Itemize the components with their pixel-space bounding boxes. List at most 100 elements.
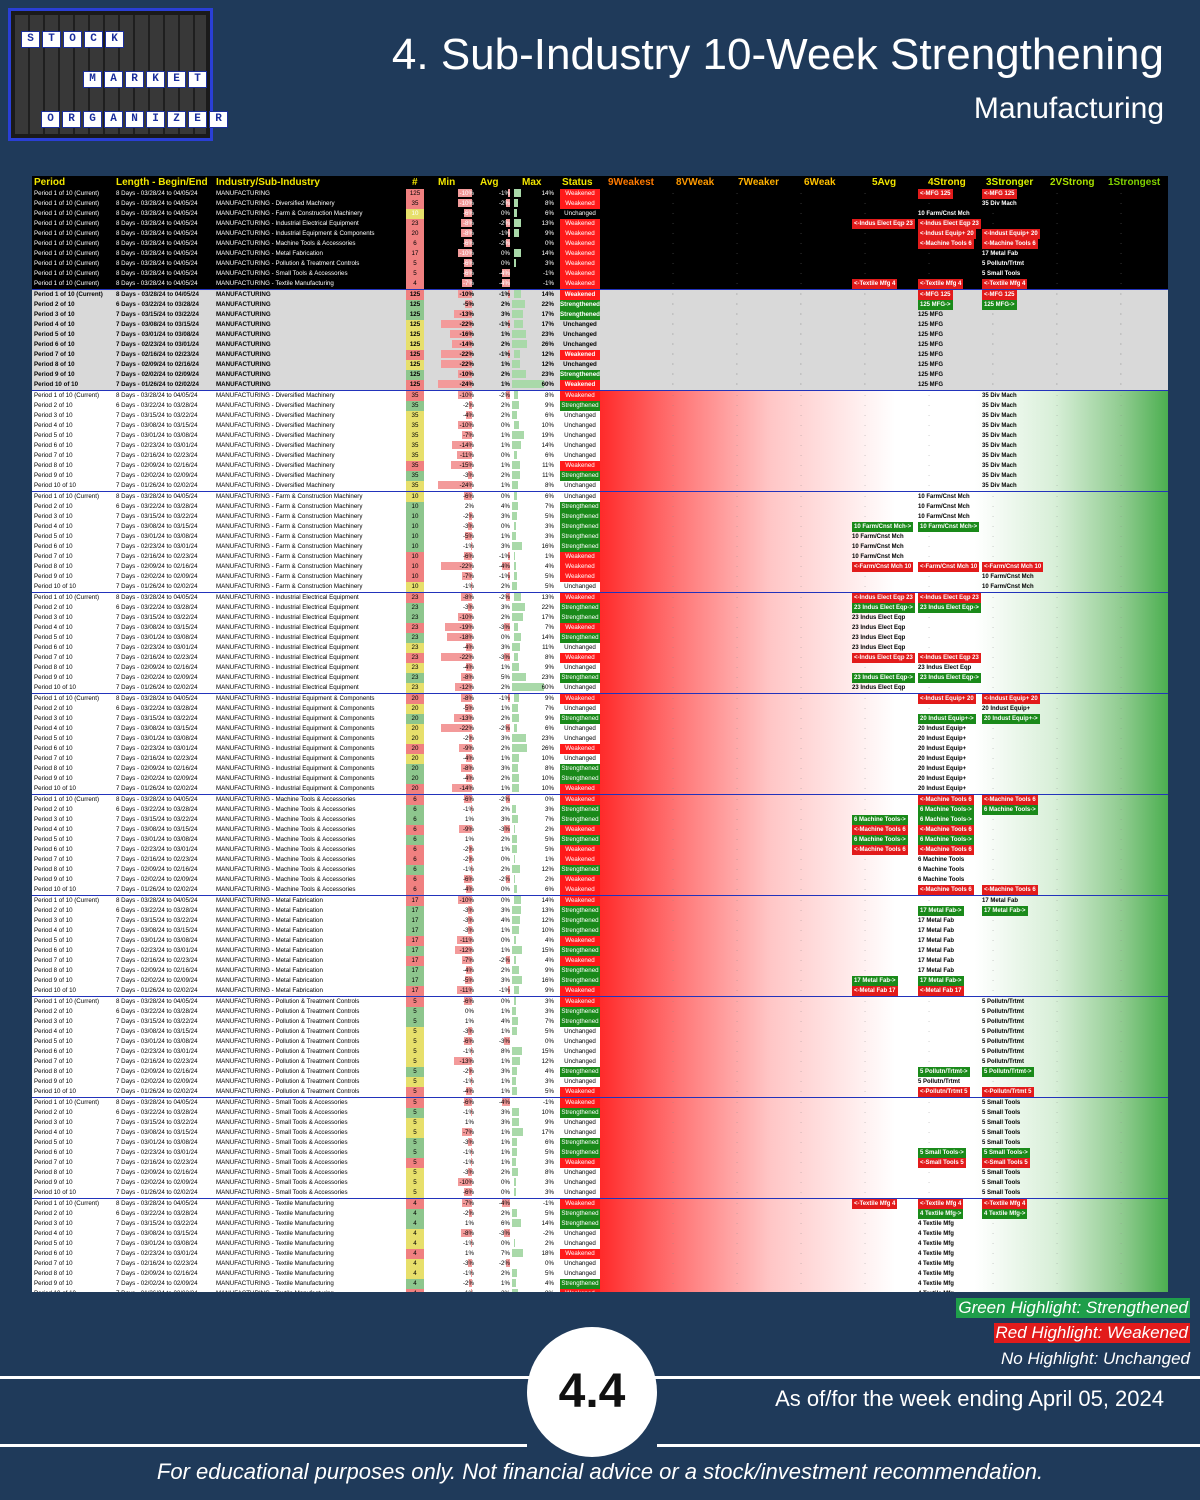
strength-label: 20 Indust Equip+	[918, 756, 967, 762]
row-min: -1%	[462, 543, 474, 550]
dot-marker: ·	[736, 291, 739, 298]
dot-marker: ·	[928, 765, 931, 772]
max-bar	[514, 411, 517, 419]
max-bar	[514, 502, 518, 510]
max-bar	[514, 633, 521, 641]
row-max: 9%	[545, 987, 554, 994]
row-avg: 1%	[501, 755, 510, 762]
dot-marker: ·	[1056, 998, 1059, 1005]
row-industry: MANUFACTURING - Metal Fabrication	[216, 897, 323, 904]
min-bar	[469, 734, 472, 742]
dot-marker: ·	[1120, 866, 1123, 873]
row-min: -3%	[462, 604, 474, 611]
row-avg: 4%	[501, 1018, 510, 1025]
dot-marker: ·	[864, 1169, 867, 1176]
row-industry: MANUFACTURING - Diversified Machinery	[216, 432, 335, 439]
strength-label: <-Machine Tools 6	[982, 239, 1038, 249]
disclaimer: For educational purposes only. Not finan…	[156, 1459, 1044, 1484]
strength-label: 10 Farm/Cnst Mch->	[852, 522, 914, 532]
dot-marker: ·	[928, 331, 931, 338]
dot-marker: ·	[1120, 472, 1123, 479]
row-status: Weakened	[560, 986, 600, 996]
dot-marker: ·	[1120, 301, 1123, 308]
min-bar	[441, 320, 472, 328]
dot-marker: ·	[736, 240, 739, 247]
row-max: 4%	[545, 563, 554, 570]
min-bar	[469, 1067, 472, 1075]
dot-marker: ·	[992, 321, 995, 328]
dot-marker: ·	[800, 1099, 803, 1106]
dot-marker: ·	[672, 503, 675, 510]
max-bar	[514, 421, 519, 429]
dot-marker: ·	[864, 1058, 867, 1065]
row-avg: -2%	[498, 392, 510, 399]
row-length: 7 Days - 01/26/24 to 02/02/24	[116, 684, 198, 691]
row-avg: 0%	[501, 523, 510, 530]
avg-bar	[504, 1229, 510, 1237]
avg-bar	[508, 350, 510, 358]
dot-marker: ·	[1120, 240, 1123, 247]
row-industry: MANUFACTURING - Textile Manufacturing	[216, 1260, 334, 1267]
row-period: Period 7 of 10	[34, 1260, 73, 1267]
dot-marker: ·	[928, 533, 931, 540]
dot-marker: ·	[1120, 937, 1123, 944]
row-period: Period 5 of 10	[34, 937, 73, 944]
table-row: Period 4 of 10 7 Days - 03/08/24 to 03/15…	[32, 522, 1168, 532]
dot-marker: ·	[1120, 785, 1123, 792]
row-max: 3%	[545, 1189, 554, 1196]
dot-marker: ·	[800, 886, 803, 893]
row-length: 7 Days - 03/01/24 to 03/08/24	[116, 735, 198, 742]
page-title: 4. Sub-Industry 10-Week Strengthening	[391, 30, 1164, 79]
row-count: 20	[406, 754, 424, 764]
min-bar	[463, 795, 472, 803]
min-bar	[467, 471, 472, 479]
dot-marker: ·	[1056, 200, 1059, 207]
table-row: Period 2 of 10 6 Days - 03/22/24 to 03/28…	[32, 603, 1168, 613]
row-status: Strengthened	[560, 1279, 600, 1289]
dot-marker: ·	[672, 1230, 675, 1237]
row-max: 12%	[541, 1058, 554, 1065]
row-length: 7 Days - 02/16/24 to 02/23/24	[116, 351, 199, 358]
table-row: Period 5 of 10 7 Days - 03/01/24 to 03/08…	[32, 734, 1168, 744]
dot-marker: ·	[672, 1250, 675, 1257]
strength-label: 23 Indus Elect Eqp	[852, 645, 906, 651]
row-length: 7 Days - 03/01/24 to 03/08/24	[116, 1139, 198, 1146]
dot-marker: ·	[1120, 725, 1123, 732]
row-min: 1%	[465, 816, 474, 823]
strength-label: 35 Div Mach	[982, 473, 1017, 479]
dot-marker: ·	[736, 351, 739, 358]
row-length: 7 Days - 02/09/24 to 02/16/24	[116, 765, 198, 772]
dot-marker: ·	[992, 967, 995, 974]
dot-marker: ·	[672, 998, 675, 1005]
dot-marker: ·	[800, 392, 803, 399]
dot-marker: ·	[1120, 1088, 1123, 1095]
table-row: Period 6 of 10 7 Days - 02/23/24 to 03/01…	[32, 542, 1168, 552]
max-bar	[514, 471, 520, 479]
row-avg: -2%	[498, 876, 510, 883]
dot-marker: ·	[928, 967, 931, 974]
dot-marker: ·	[864, 1270, 867, 1277]
row-status: Strengthened	[560, 1067, 600, 1077]
row-length: 7 Days - 03/01/24 to 03/08/24	[116, 1240, 198, 1247]
dot-marker: ·	[800, 503, 803, 510]
dot-marker: ·	[864, 422, 867, 429]
row-status: Weakened	[560, 279, 600, 289]
row-status: Weakened	[560, 997, 600, 1007]
dot-marker: ·	[1120, 644, 1123, 651]
dot-marker: ·	[928, 371, 931, 378]
min-bar	[465, 300, 472, 308]
row-status: Unchanged	[564, 644, 596, 651]
row-max: 7%	[545, 1018, 554, 1025]
dot-marker: ·	[672, 614, 675, 621]
row-industry: MANUFACTURING - Farm & Construction Mach…	[216, 493, 363, 500]
row-length: 8 Days - 03/28/24 to 04/05/24	[116, 1099, 198, 1106]
dot-marker: ·	[672, 886, 675, 893]
strength-label: 125 MFG->	[982, 300, 1017, 310]
row-period: Period 5 of 10	[34, 331, 75, 338]
row-avg: 2%	[501, 614, 510, 621]
row-length: 7 Days - 01/26/24 to 02/02/24	[116, 1189, 198, 1196]
max-bar	[514, 350, 520, 358]
dot-marker: ·	[1120, 553, 1123, 560]
row-status: Weakened	[560, 350, 600, 360]
